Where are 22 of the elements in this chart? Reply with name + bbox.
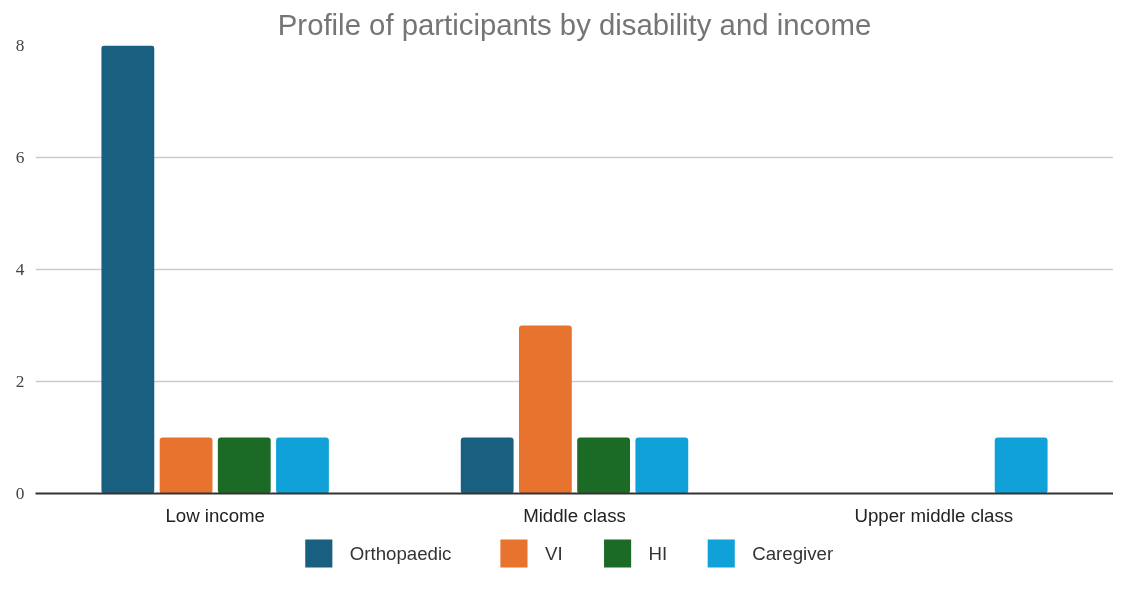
- y-tick-label: 2: [15, 372, 25, 391]
- x-tick-label: Low income: [165, 504, 265, 526]
- y-tick-label: 6: [15, 148, 25, 167]
- bar: [635, 437, 689, 494]
- legend-label: Caregiver: [752, 543, 834, 564]
- x-tick-label: Upper middle class: [854, 504, 1014, 526]
- bar: [159, 437, 213, 494]
- bar: [577, 437, 631, 494]
- chart-title: Profile of participants by disability and income: [277, 7, 872, 41]
- legend-label: HI: [648, 543, 668, 564]
- bar: [101, 45, 155, 494]
- x-tick-label: Middle class: [523, 504, 626, 526]
- bar: [994, 437, 1048, 494]
- legend-label: VI: [544, 543, 563, 564]
- y-tick-label: 4: [15, 260, 25, 279]
- bar: [518, 325, 572, 494]
- bar: [460, 437, 514, 494]
- y-tick-label: 8: [15, 36, 25, 55]
- legend-label: Orthopaedic: [349, 543, 452, 564]
- y-tick-label: 0: [15, 484, 25, 503]
- bar: [217, 437, 271, 494]
- bar: [276, 437, 329, 494]
